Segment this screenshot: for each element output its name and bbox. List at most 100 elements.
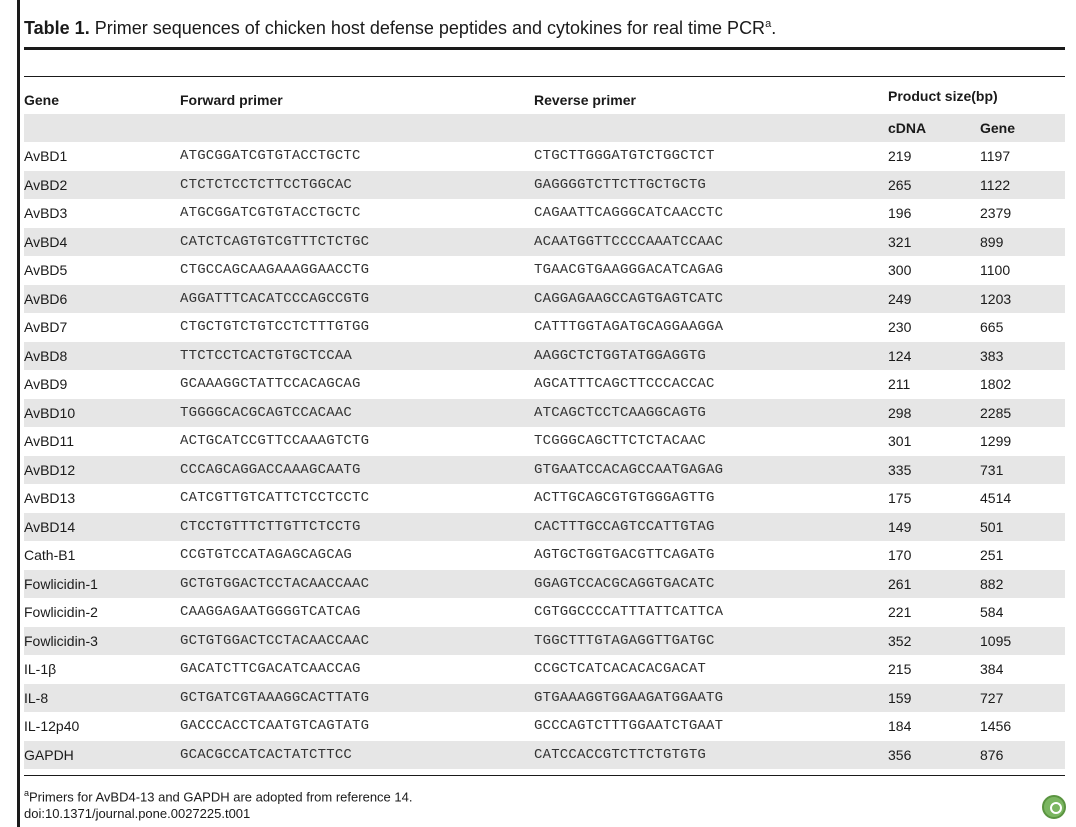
cell-gene-size: 2379: [980, 205, 1012, 222]
cell-gene-size: 384: [980, 661, 1004, 678]
cell-forward-primer: CAAGGAGAATGGGGTCATCAG: [180, 604, 361, 621]
table-row: AvBD5 CTGCCAGCAAGAAAGGAACCTG TGAACGTGAAGGG…: [24, 256, 1065, 285]
cell-cdna-size: 335: [888, 461, 912, 478]
cell-gene: Cath-B1: [24, 547, 76, 564]
cell-gene-size: 882: [980, 575, 1004, 592]
table-row: IL-12p40 GACCCACCTCAATGTCAGTATG GCCCAGTCTT…: [24, 712, 1065, 741]
cell-gene-size: 501: [980, 518, 1004, 535]
cell-gene: IL-1β: [24, 661, 57, 678]
cell-gene-size: 1802: [980, 376, 1012, 393]
cell-cdna-size: 219: [888, 148, 912, 165]
open-access-badge-icon: [1042, 795, 1066, 819]
table-row: AvBD2 CTCTCTCCTCTTCCTGGCAC GAGGGGTCTTCTTGC…: [24, 170, 1065, 199]
cell-forward-primer: ATGCGGATCGTGTACCTGCTC: [180, 205, 361, 222]
cell-gene-size: 4514: [980, 490, 1012, 507]
cell-gene: AvBD13: [24, 490, 76, 507]
cell-gene: AvBD2: [24, 176, 68, 193]
cell-forward-primer: CTGCTGTCTGTCCTCTTTGTGG: [180, 319, 370, 336]
cell-cdna-size: 301: [888, 433, 912, 450]
primer-table: Gene Forward primer Reverse primer Produ…: [24, 78, 1065, 769]
cell-reverse-primer: CCGCTCATCACACACGACAT: [534, 661, 707, 678]
cell-gene-size: 1095: [980, 632, 1012, 649]
cell-gene: GAPDH: [24, 746, 74, 763]
cell-gene: AvBD9: [24, 376, 68, 393]
cell-cdna-size: 159: [888, 689, 912, 706]
cell-reverse-primer: GGAGTCCACGCAGGTGACATC: [534, 575, 715, 592]
cell-reverse-primer: GTGAAAGGTGGAAGATGGAATG: [534, 689, 724, 706]
footnote-text: Primers for AvBD4-13 and GAPDH are adopt…: [29, 789, 413, 805]
header-product-size: Product size(bp): [888, 88, 998, 104]
cell-cdna-size: 196: [888, 205, 912, 222]
cell-forward-primer: GCTGTGGACTCCTACAACCAAC: [180, 632, 370, 649]
cell-gene: AvBD6: [24, 290, 68, 307]
cell-forward-primer: ATGCGGATCGTGTACCTGCTC: [180, 148, 361, 165]
cell-reverse-primer: CAGAATTCAGGGCATCAACCTC: [534, 205, 724, 222]
table-row: AvBD14 CTCCTGTTTCTTGTTCTCCTG CACTTTGCCAGTC…: [24, 512, 1065, 541]
cell-gene: AvBD5: [24, 262, 68, 279]
table-row: AvBD1 ATGCGGATCGTGTACCTGCTC CTGCTTGGGATGTC…: [24, 142, 1065, 171]
cell-gene-size: 899: [980, 233, 1004, 250]
cell-reverse-primer: ACAATGGTTCCCCAAATCCAAC: [534, 233, 724, 250]
subheader-empty-1: [24, 114, 180, 142]
table-row: AvBD7 CTGCTGTCTGTCCTCTTTGTGG CATTTGGTAGATG…: [24, 313, 1065, 342]
table-row: Fowlicidin-2 CAAGGAGAATGGGGTCATCAG CGTGGCC…: [24, 598, 1065, 627]
cell-reverse-primer: AGTGCTGGTGACGTTCAGATG: [534, 547, 715, 564]
cell-reverse-primer: CGTGGCCCCATTTATTCATTCA: [534, 604, 724, 621]
table-row: AvBD3 ATGCGGATCGTGTACCTGCTC CAGAATTCAGGGCA…: [24, 199, 1065, 228]
cell-gene-size: 665: [980, 319, 1004, 336]
cell-gene: AvBD4: [24, 233, 68, 250]
cell-forward-primer: GCTGATCGTAAAGGCACTTATG: [180, 689, 370, 706]
caption-footnote-marker: a: [765, 18, 772, 30]
header-gene-size: Gene: [980, 120, 1016, 136]
subheader-empty-2: [180, 114, 534, 142]
cell-gene: IL-12p40: [24, 718, 80, 735]
cell-reverse-primer: CATTTGGTAGATGCAGGAAGGA: [534, 319, 724, 336]
cell-gene-size: 731: [980, 461, 1004, 478]
table-row: AvBD8 TTCTCCTCACTGTGCTCCAA AAGGCTCTGGTATGG…: [24, 341, 1065, 370]
cell-cdna-size: 261: [888, 575, 912, 592]
header-reverse-primer: Reverse primer: [534, 92, 636, 108]
cell-gene: Fowlicidin-3: [24, 632, 98, 649]
cell-reverse-primer: GAGGGGTCTTCTTGCTGCTG: [534, 176, 707, 193]
cell-forward-primer: GACCCACCTCAATGTCAGTATG: [180, 718, 370, 735]
cell-reverse-primer: ACTTGCAGCGTGTGGGAGTTG: [534, 490, 715, 507]
cell-forward-primer: CTCTCTCCTCTTCCTGGCAC: [180, 176, 353, 193]
header-top-rule: [24, 76, 1065, 77]
cell-gene-size: 1299: [980, 433, 1012, 450]
header-forward-primer: Forward primer: [180, 92, 283, 108]
cell-gene: IL-8: [24, 689, 49, 706]
cell-gene-size: 1122: [980, 176, 1011, 193]
table-row: AvBD6 AGGATTTCACATCCCAGCCGTG CAGGAGAAGCCAG…: [24, 284, 1065, 313]
cell-cdna-size: 175: [888, 490, 912, 507]
cell-gene: AvBD3: [24, 205, 68, 222]
header-row: Gene Forward primer Reverse primer Produ…: [24, 78, 1065, 114]
cell-gene: AvBD14: [24, 518, 76, 535]
cell-reverse-primer: TCGGGCAGCTTCTCTACAAC: [534, 433, 707, 450]
cell-cdna-size: 124: [888, 347, 912, 364]
table-row: AvBD12 CCCAGCAGGACCAAAGCAATG GTGAATCCACAGC…: [24, 455, 1065, 484]
left-margin-rule: [17, 0, 20, 827]
cell-reverse-primer: CATCCACCGTCTTCTGTGTG: [534, 746, 707, 763]
caption-rule: [24, 47, 1065, 50]
cell-gene-size: 876: [980, 746, 1004, 763]
cell-forward-primer: GCAAAGGCTATTCCACAGCAG: [180, 376, 361, 393]
cell-forward-primer: GCACGCCATCACTATCTTCC: [180, 746, 353, 763]
caption-end: .: [771, 18, 777, 38]
cell-reverse-primer: AGCATTTCAGCTTCCCACCAC: [534, 376, 715, 393]
cell-cdna-size: 300: [888, 262, 912, 279]
cell-reverse-primer: CAGGAGAAGCCAGTGAGTCATC: [534, 290, 724, 307]
table-row: GAPDH GCACGCCATCACTATCTTCC CATCCACCGTCTTCT…: [24, 740, 1065, 769]
cell-cdna-size: 265: [888, 176, 912, 193]
cell-gene: Fowlicidin-1: [24, 575, 98, 592]
cell-gene: AvBD10: [24, 404, 76, 421]
cell-cdna-size: 321: [888, 233, 912, 250]
table-row: Cath-B1 CCGTGTCCATAGAGCAGCAG AGTGCTGGTGACG…: [24, 541, 1065, 570]
cell-cdna-size: 211: [888, 376, 911, 393]
table-row: AvBD4 CATCTCAGTGTCGTTTCTCTGC ACAATGGTTCCCC…: [24, 227, 1065, 256]
cell-gene: AvBD1: [24, 148, 68, 165]
subheader-row: cDNA Gene: [24, 114, 1065, 142]
cell-gene: AvBD7: [24, 319, 68, 336]
cell-cdna-size: 170: [888, 547, 912, 564]
subheader-empty-3: [534, 114, 888, 142]
cell-cdna-size: 356: [888, 746, 912, 763]
